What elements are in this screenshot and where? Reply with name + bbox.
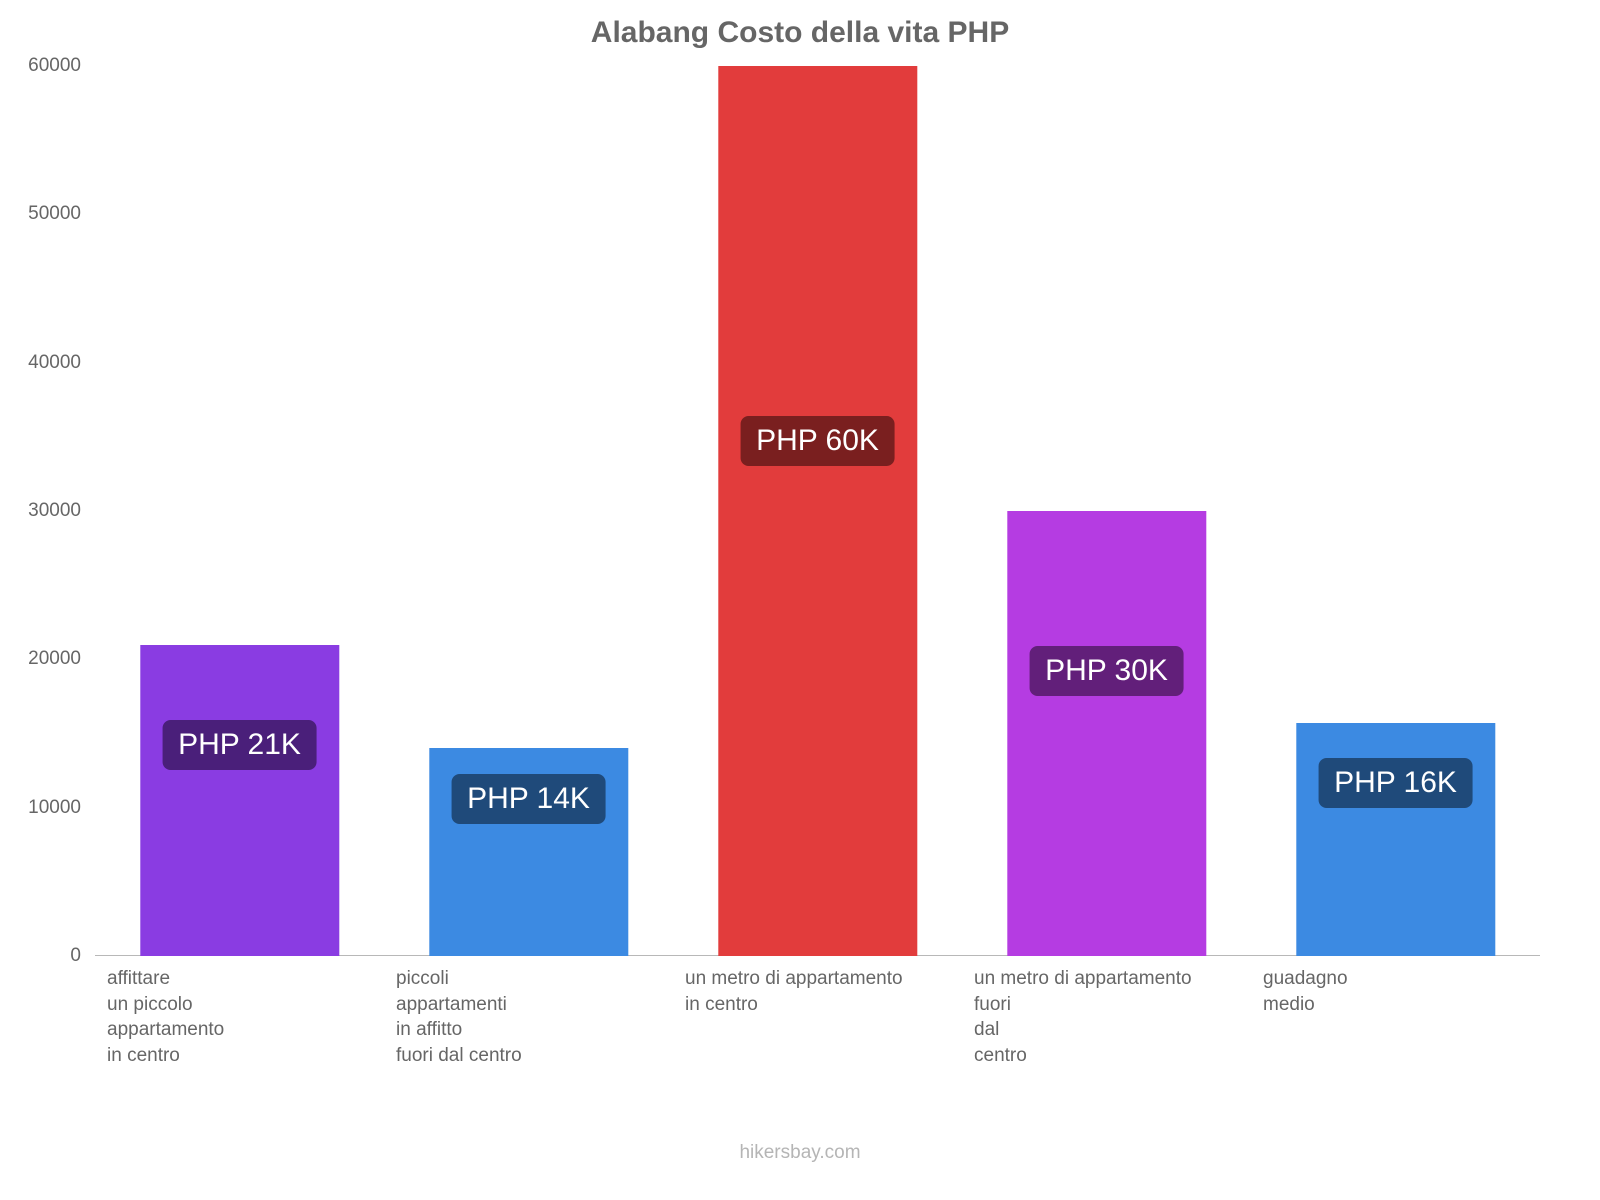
- value-badge: PHP 16K: [1318, 758, 1473, 808]
- y-tick-label: 40000: [28, 352, 81, 374]
- bar: [718, 66, 917, 956]
- bar: [140, 645, 339, 957]
- x-axis-label: un metro di appartamento fuori dal centr…: [962, 966, 1192, 1069]
- chart-title: Alabang Costo della vita PHP: [0, 16, 1600, 50]
- attribution-text: hikersbay.com: [0, 1142, 1600, 1164]
- bar-slot: PHP 30K: [962, 66, 1251, 956]
- chart-container: Alabang Costo della vita PHP 01000020000…: [0, 0, 1600, 1200]
- bar-slot: PHP 16K: [1251, 66, 1540, 956]
- y-tick-label: 0: [70, 945, 81, 967]
- value-badge: PHP 30K: [1029, 646, 1184, 696]
- bar-slot: PHP 14K: [384, 66, 673, 956]
- bar-slot: PHP 60K: [673, 66, 962, 956]
- x-axis-label: affittare un piccolo appartamento in cen…: [95, 966, 224, 1069]
- x-axis-label: un metro di appartamento in centro: [673, 966, 903, 1017]
- y-tick-label: 20000: [28, 648, 81, 670]
- value-badge: PHP 21K: [162, 720, 317, 770]
- y-tick-label: 50000: [28, 203, 81, 225]
- y-tick-label: 30000: [28, 500, 81, 522]
- bars-group: PHP 21K PHP 14K PHP 60K PHP 30K PHP 16K: [95, 66, 1540, 956]
- bar: [1007, 511, 1206, 956]
- value-badge: PHP 60K: [740, 416, 895, 466]
- x-axis-label: piccoli appartamenti in affitto fuori da…: [384, 966, 522, 1069]
- plot-area: 0100002000030000400005000060000 PHP 21KP…: [95, 66, 1540, 956]
- y-tick-label: 60000: [28, 55, 81, 77]
- value-badge: PHP 14K: [451, 774, 606, 824]
- y-tick-label: 10000: [28, 797, 81, 819]
- x-axis-label: guadagno medio: [1251, 966, 1348, 1017]
- bar-slot: PHP 21K: [95, 66, 384, 956]
